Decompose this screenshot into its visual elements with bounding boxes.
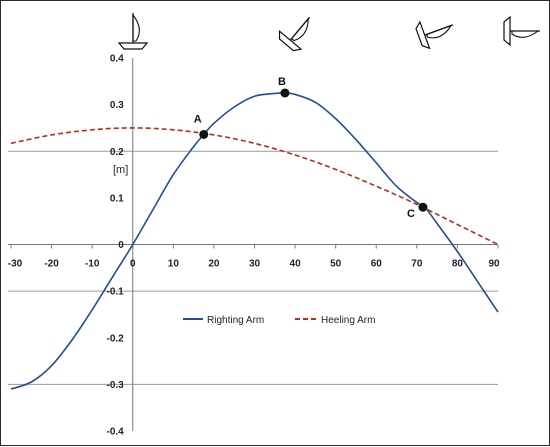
y-tick-label: -0.2: [107, 333, 125, 344]
boat-icon: [278, 16, 311, 52]
boat-hull-icon: [503, 15, 511, 47]
point-label-c: C: [407, 208, 415, 220]
x-tick-label: 30: [249, 259, 261, 270]
y-tick-label: 0.2: [110, 147, 124, 158]
boat-icon: [415, 20, 454, 50]
boat-icon: [117, 13, 149, 50]
boat-hull-icon: [117, 42, 149, 50]
x-tick-label: 40: [290, 259, 302, 270]
point-c: [418, 202, 428, 212]
axes: [8, 58, 499, 431]
boat-sail-icon: [132, 13, 140, 42]
legend-label-righting-arm: Righting Arm: [207, 315, 264, 326]
x-tick-label: 70: [411, 259, 423, 270]
righting-arm-line: [10, 92, 499, 390]
boat-hull-icon: [278, 29, 303, 52]
y-axis-tick-labels: -0.4 -0.3 -0.2 -0.1 0 0.1 0.2 0.3 0.4: [107, 54, 125, 438]
x-tick-label: -10: [85, 259, 100, 270]
point-label-a: A: [194, 113, 202, 125]
x-tick-label: -20: [44, 259, 59, 270]
x-tick-label: 0: [130, 259, 136, 270]
boat-sail-icon: [425, 24, 453, 39]
heeling-boat-icons: [117, 13, 540, 52]
y-tick-label: -0.4: [107, 427, 125, 438]
point-a: [199, 129, 209, 139]
y-tick-label: -0.1: [107, 287, 125, 298]
boat-hull-icon: [415, 20, 431, 50]
intersection-points: A B C: [194, 76, 428, 220]
heeling-arm-line: [10, 127, 499, 246]
x-tick-label: 50: [330, 259, 342, 270]
point-label-b: B: [278, 76, 286, 88]
y-tick-label: 0.1: [110, 193, 124, 204]
y-tick-label: 0.3: [110, 100, 124, 111]
x-tick-label: -30: [8, 259, 23, 270]
y-tick-label: -0.3: [107, 380, 125, 391]
x-tick-label: 60: [371, 259, 383, 270]
legend: Righting Arm Heeling Arm: [183, 315, 375, 326]
legend-label-heeling-arm: Heeling Arm: [321, 315, 375, 326]
y-tick-label: 0.4: [110, 54, 124, 65]
x-tick-label: 10: [168, 259, 180, 270]
x-tick-label: 20: [208, 259, 220, 270]
y-tick-label: 0: [118, 240, 124, 251]
gridlines: [8, 150, 498, 385]
boat-sail-icon: [290, 17, 309, 42]
y-axis-label: [m]: [113, 164, 128, 176]
boat-icon: [503, 15, 540, 47]
boat-sail-icon: [511, 30, 540, 38]
x-axis-tick-labels: -30 -20 -10 0 10 20 30 40 50 60 70 80 90: [8, 259, 500, 270]
series-lines: [10, 92, 499, 390]
x-tick-label: 80: [452, 259, 464, 270]
x-tick-label: 90: [488, 259, 500, 270]
point-b: [280, 88, 290, 98]
